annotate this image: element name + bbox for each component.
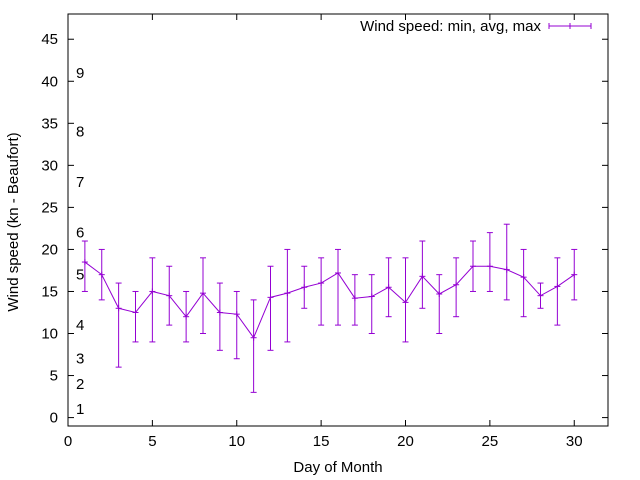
y-tick-label: 0 xyxy=(50,410,58,427)
x-tick-label: 30 xyxy=(566,433,583,450)
y-tick-label: 40 xyxy=(41,73,58,90)
x-tick-label: 0 xyxy=(64,433,72,450)
error-bar xyxy=(335,248,341,326)
error-bar xyxy=(81,240,88,292)
avg-point xyxy=(351,295,358,302)
x-tick-label: 10 xyxy=(228,433,245,450)
y-tick-label: 45 xyxy=(41,31,58,48)
avg-point xyxy=(233,311,240,318)
avg-point xyxy=(402,299,409,306)
y-axis-title: Wind speed (kn - Beaufort) xyxy=(5,132,22,311)
avg-point xyxy=(200,290,206,297)
avg-point xyxy=(183,313,190,320)
x-axis-ticks: 0 5 10 15 20 25 30 xyxy=(64,14,583,450)
y-tick-label: 30 xyxy=(41,157,58,174)
x-tick-label: 15 xyxy=(313,433,330,450)
avg-point xyxy=(267,294,274,301)
avg-point xyxy=(436,290,443,297)
avg-point xyxy=(470,263,476,270)
wind-speed-series xyxy=(81,223,578,393)
error-bar xyxy=(554,257,561,326)
error-bar xyxy=(250,299,257,393)
beaufort-label: 1 xyxy=(76,401,84,418)
beaufort-label: 7 xyxy=(76,174,84,191)
avg-point xyxy=(486,263,493,270)
y-tick-label: 15 xyxy=(41,283,58,300)
beaufort-label: 9 xyxy=(76,65,84,82)
error-bar xyxy=(486,232,493,292)
y-tick-label: 10 xyxy=(41,326,58,343)
avg-point xyxy=(368,293,375,300)
avg-point xyxy=(335,269,341,276)
error-bar xyxy=(368,274,375,335)
error-bar xyxy=(436,274,443,335)
avg-point xyxy=(284,290,291,297)
avg-point xyxy=(149,288,156,295)
avg-point xyxy=(132,309,139,316)
x-axis-title: Day of Month xyxy=(293,459,382,476)
beaufort-label: 6 xyxy=(76,225,84,242)
avg-point xyxy=(419,273,426,280)
avg-point xyxy=(453,281,460,288)
avg-point xyxy=(301,284,308,291)
error-bar xyxy=(267,265,274,351)
beaufort-label: 3 xyxy=(76,351,84,368)
legend-label: Wind speed: min, avg, max xyxy=(360,18,541,35)
error-bar xyxy=(520,248,527,318)
y-tick-label: 25 xyxy=(41,199,58,216)
avg-point xyxy=(385,284,392,291)
y-tick-label: 20 xyxy=(41,241,58,258)
x-tick-label: 5 xyxy=(148,433,156,450)
avg-point xyxy=(81,259,88,266)
legend: Wind speed: min, avg, max xyxy=(360,18,592,35)
y-tick-label: 35 xyxy=(41,115,58,132)
beaufort-label: 5 xyxy=(76,267,84,284)
beaufort-label: 8 xyxy=(76,124,84,141)
avg-point xyxy=(520,274,527,281)
beaufort-label: 4 xyxy=(76,317,84,334)
error-bar xyxy=(115,282,122,368)
avg-point xyxy=(571,271,578,278)
error-bar xyxy=(503,223,510,301)
error-bar xyxy=(318,257,325,326)
avg-point xyxy=(115,305,122,312)
avg-point xyxy=(98,271,105,278)
avg-point xyxy=(554,283,561,290)
error-bar xyxy=(216,282,223,351)
avg-point xyxy=(166,292,173,299)
error-bar xyxy=(233,290,240,360)
x-tick-label: 25 xyxy=(482,433,499,450)
avg-point xyxy=(318,280,325,287)
avg-line xyxy=(84,261,575,339)
x-tick-label: 20 xyxy=(397,433,414,450)
beaufort-label: 2 xyxy=(76,376,84,393)
beaufort-annotations: 1 2 3 4 5 6 7 8 9 xyxy=(76,65,84,418)
plot-frame xyxy=(67,13,609,427)
avg-point xyxy=(503,266,510,273)
error-bar xyxy=(149,257,156,343)
y-tick-label: 5 xyxy=(50,368,58,385)
error-bar xyxy=(132,290,139,343)
avg-point xyxy=(216,309,223,316)
avg-point xyxy=(537,292,544,299)
avg-point xyxy=(250,334,257,341)
